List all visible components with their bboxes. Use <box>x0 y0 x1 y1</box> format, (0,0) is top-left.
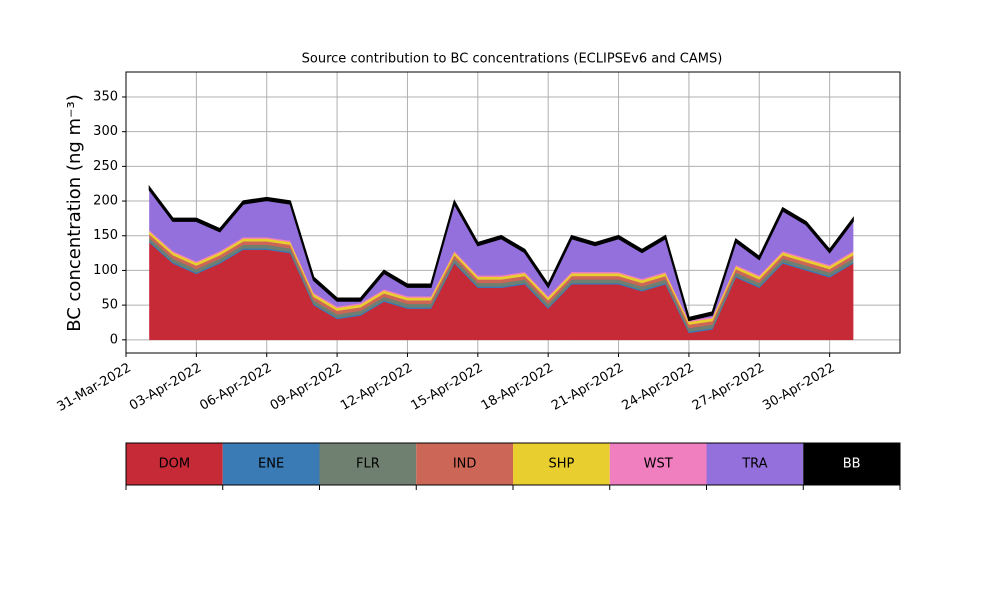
x-tick-label: 31-Mar-2022 <box>55 361 134 415</box>
legend-swatch <box>126 443 223 485</box>
legend-swatch <box>222 443 320 485</box>
legend-swatch <box>706 443 804 485</box>
plot-frame <box>125 71 901 354</box>
y-tick-label: 150 <box>93 228 118 243</box>
legend-frame <box>125 442 901 486</box>
legend-swatch <box>416 443 513 485</box>
x-tick-label: 21-Apr-2022 <box>549 361 626 414</box>
y-tick-label: 0 <box>110 332 118 347</box>
x-tick-label: 27-Apr-2022 <box>690 361 767 414</box>
chart-title: Source contribution to BC concentrations… <box>302 52 723 67</box>
y-tick-label: 200 <box>93 194 118 209</box>
y-tick-label: 350 <box>93 89 118 104</box>
legend-label: IND <box>453 457 477 472</box>
legend-label: ENE <box>258 457 284 472</box>
x-tick-label: 18-Apr-2022 <box>479 361 556 414</box>
legend-label: SHP <box>548 457 574 472</box>
x-tick-label: 03-Apr-2022 <box>127 361 204 414</box>
y-tick-label: 250 <box>93 159 118 174</box>
y-axis-label: BC concentration (ng m⁻³) <box>64 94 85 332</box>
legend-swatch <box>609 443 707 485</box>
y-tick-label: 100 <box>93 263 118 278</box>
x-tick-label: 09-Apr-2022 <box>268 361 345 414</box>
y-tick-label: 50 <box>101 298 118 313</box>
x-tick-label: 24-Apr-2022 <box>620 361 697 414</box>
legend-swatch <box>513 443 610 485</box>
legend-label: DOM <box>159 457 190 472</box>
x-tick-label: 06-Apr-2022 <box>197 361 274 414</box>
legend-label: BB <box>843 457 861 472</box>
y-tick-label: 300 <box>93 124 118 139</box>
legend-label: TRA <box>741 457 767 472</box>
legend-swatch <box>803 443 900 485</box>
x-tick-label: 12-Apr-2022 <box>338 361 415 414</box>
x-tick-label: 30-Apr-2022 <box>760 361 837 414</box>
x-tick-label: 15-Apr-2022 <box>408 361 485 414</box>
area <box>148 184 854 322</box>
legend-label: FLR <box>356 457 380 472</box>
legend-swatch <box>319 443 417 485</box>
legend-label: WST <box>644 457 673 472</box>
